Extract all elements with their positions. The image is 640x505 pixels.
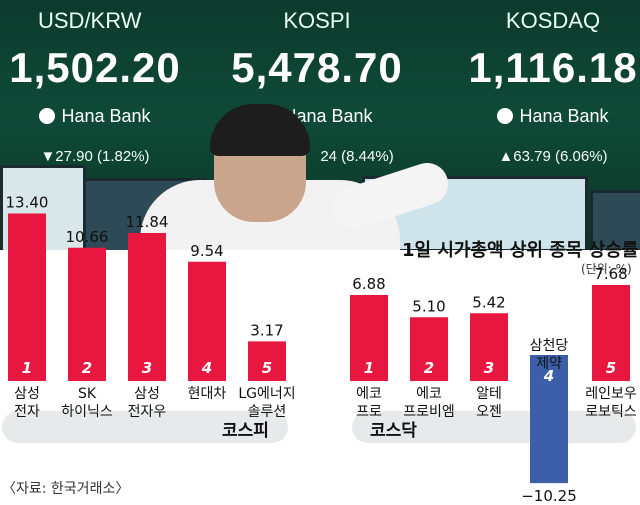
bar-rank: 3 bbox=[142, 359, 152, 377]
category-label: LG에너지 bbox=[238, 386, 295, 402]
category-label: 에코 bbox=[356, 386, 382, 402]
data-label: 6.88 bbox=[352, 275, 385, 293]
data-label: 7.68 bbox=[594, 265, 627, 283]
source-note: 〈자료: 한국거래소〉 bbox=[2, 481, 130, 497]
category-label: 솔루션 bbox=[248, 404, 287, 420]
bar-rank: 1 bbox=[22, 359, 32, 377]
bar bbox=[188, 261, 226, 381]
data-label: 9.54 bbox=[190, 242, 223, 260]
kospi-pill bbox=[2, 411, 288, 443]
bar-rank: 5 bbox=[262, 359, 272, 377]
category-label: 제약 bbox=[536, 356, 562, 372]
bar-rank: 3 bbox=[484, 359, 494, 377]
bar-rank: 5 bbox=[606, 359, 616, 377]
category-label: 삼천당 bbox=[530, 338, 569, 354]
data-label: 11.84 bbox=[126, 213, 169, 231]
category-label: 에코 bbox=[416, 386, 442, 402]
board-brand: Hana Bank bbox=[0, 106, 190, 127]
kospi-label: 코스피 bbox=[222, 421, 269, 441]
category-label: 현대차 bbox=[188, 386, 227, 402]
data-label: 5.42 bbox=[472, 293, 505, 311]
data-label: −10.25 bbox=[521, 487, 577, 505]
board-value: 1,502.20 bbox=[9, 44, 181, 91]
board-label: KOSPI bbox=[283, 8, 351, 33]
data-label: 5.10 bbox=[412, 297, 445, 315]
bar bbox=[530, 355, 568, 484]
kosdaq-label: 코스닥 bbox=[370, 421, 417, 441]
bar bbox=[592, 285, 630, 381]
unit-label: (단위: %) bbox=[581, 262, 632, 276]
kosdaq-pill bbox=[352, 411, 636, 443]
board-value: 1,116.18 bbox=[468, 44, 638, 91]
board-kosdaq: KOSDAQ 1,116.18 Hana Bank ▲63.79 (6.06%) bbox=[458, 0, 640, 170]
board-label: USD/KRW bbox=[38, 8, 142, 33]
bar bbox=[68, 247, 106, 381]
data-label: 13.40 bbox=[6, 194, 49, 212]
trading-room-photo: USD/KRW 1,502.20 Hana Bank ▼27.90 (1.82%… bbox=[0, 0, 640, 250]
category-label: 하이닉스 bbox=[61, 404, 113, 420]
hana-logo-icon bbox=[497, 108, 514, 124]
board-change: ▲63.79 (6.06%) bbox=[498, 148, 608, 165]
bar bbox=[248, 341, 286, 381]
board-value: 5,478.70 bbox=[231, 44, 403, 91]
monitor bbox=[590, 190, 640, 250]
bar bbox=[470, 313, 508, 381]
category-label: 알테 bbox=[476, 386, 502, 402]
category-label: SK bbox=[78, 386, 97, 402]
board-usdkrw: USD/KRW 1,502.20 Hana Bank ▼27.90 (1.82%… bbox=[0, 0, 190, 170]
bar bbox=[350, 295, 388, 381]
data-label: 3.17 bbox=[250, 321, 283, 339]
category-label: 로보틱스 bbox=[585, 404, 637, 420]
board-change: 24 (8.44%) bbox=[320, 148, 394, 165]
category-label: 삼성 bbox=[134, 386, 160, 402]
board-label: KOSDAQ bbox=[505, 8, 601, 33]
bar bbox=[128, 233, 166, 381]
category-label: 프로 bbox=[356, 404, 382, 420]
category-label: 오젠 bbox=[476, 404, 502, 420]
category-label: 삼성 bbox=[14, 386, 40, 402]
hana-logo-icon bbox=[39, 108, 56, 124]
bar-rank: 2 bbox=[424, 359, 434, 377]
category-label: 전자우 bbox=[128, 404, 167, 420]
board-brand: Hana Bank bbox=[458, 106, 640, 127]
category-label: 프로비엠 bbox=[403, 404, 455, 420]
bar-rank: 4 bbox=[543, 367, 554, 385]
category-label: 전자 bbox=[14, 404, 40, 420]
bar-rank: 4 bbox=[201, 359, 212, 377]
person-hair bbox=[210, 104, 310, 156]
bar-rank: 2 bbox=[82, 359, 92, 377]
category-label: 레인보우 bbox=[585, 386, 637, 402]
data-label: 10.66 bbox=[66, 228, 109, 246]
bar-rank: 1 bbox=[364, 359, 374, 377]
chart-title: 1일 시가총액 상위 종목 상승률 bbox=[402, 240, 639, 261]
board-change: ▼27.90 (1.82%) bbox=[40, 148, 150, 165]
bar bbox=[8, 213, 46, 381]
bar bbox=[410, 317, 448, 381]
